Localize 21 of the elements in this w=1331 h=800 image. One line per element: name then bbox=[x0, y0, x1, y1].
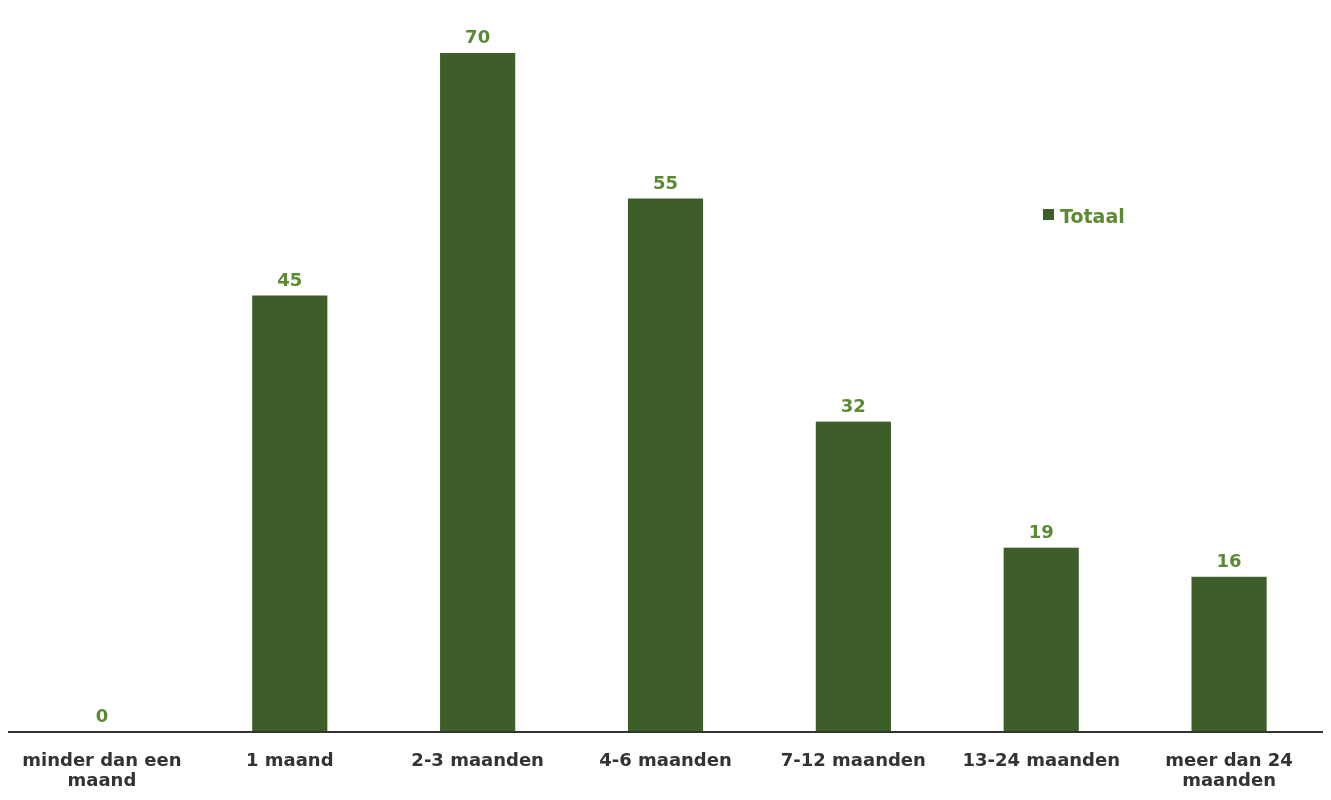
data-label: 70 bbox=[465, 26, 491, 47]
legend-label: Totaal bbox=[1060, 205, 1125, 227]
data-label: 32 bbox=[840, 394, 866, 416]
x-tick-label: 7-12 maanden bbox=[780, 749, 926, 770]
bar bbox=[1191, 576, 1267, 732]
bar bbox=[252, 295, 328, 732]
x-tick-label: 2-3 maanden bbox=[411, 749, 544, 770]
bar bbox=[627, 198, 704, 732]
x-tick-label: minder dan een maand bbox=[22, 749, 182, 790]
x-tick-label: meer dan 24 maanden bbox=[1165, 749, 1293, 790]
bar bbox=[815, 421, 891, 732]
data-label: 19 bbox=[1028, 520, 1054, 542]
x-tick-label: 13-24 maanden bbox=[962, 749, 1121, 770]
data-label: 0 bbox=[95, 705, 109, 726]
x-tick-label: 4-6 maanden bbox=[599, 749, 732, 770]
bar bbox=[440, 53, 516, 732]
x-tick-label: 1 maand bbox=[246, 749, 334, 770]
data-label: 55 bbox=[652, 171, 679, 193]
data-label: 45 bbox=[277, 268, 303, 290]
bar bbox=[1003, 547, 1079, 732]
data-label: 16 bbox=[1216, 549, 1242, 571]
